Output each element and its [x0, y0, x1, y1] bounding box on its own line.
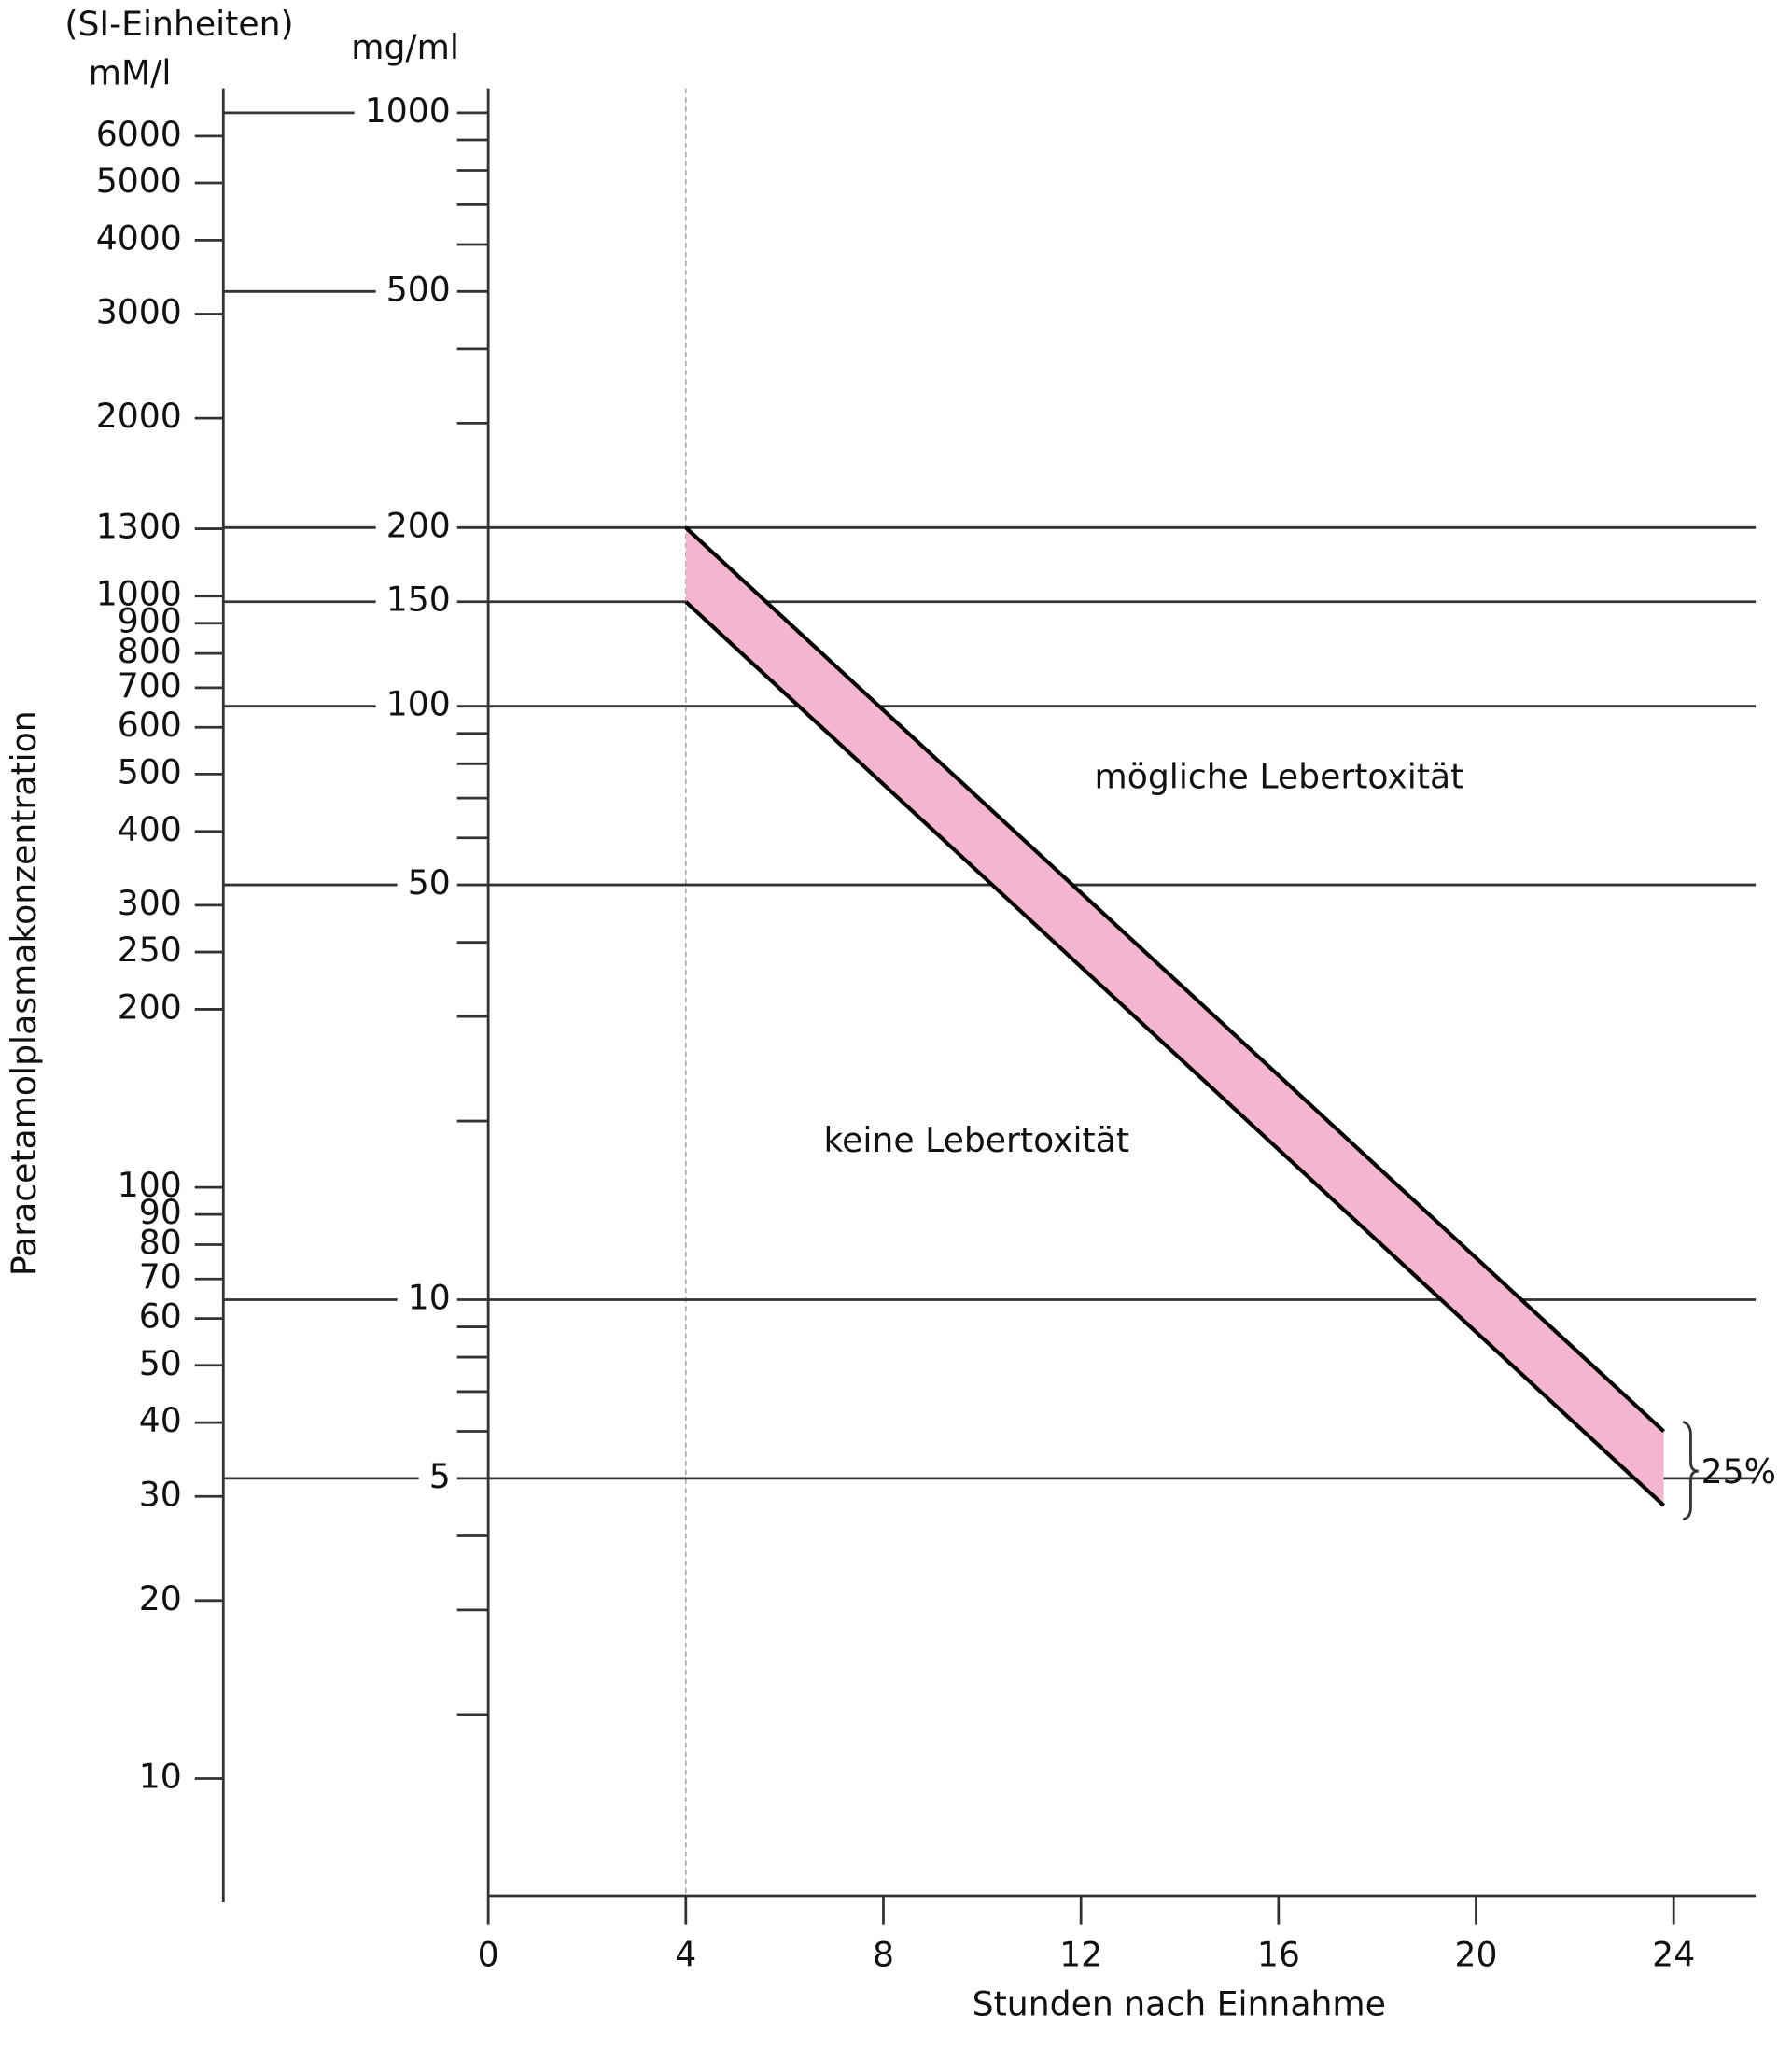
y2-tick-label: 1000 [96, 574, 182, 614]
y2-tick-label: 900 [118, 601, 182, 641]
band [685, 527, 1664, 1506]
threshold-line [684, 600, 1666, 1507]
y2-tick-label: 200 [118, 987, 182, 1027]
y-tick-label: 200 [386, 505, 451, 545]
y2-tick-label: 4000 [96, 217, 182, 258]
y-tick-label: 1000 [365, 91, 451, 131]
y2-tick-label: 600 [118, 705, 182, 745]
y2-tick-label: 1300 [96, 507, 182, 547]
y2-tick-label: 70 [139, 1256, 182, 1296]
y-unit: mg/ml [351, 27, 459, 67]
x-tick-label: 20 [1455, 1934, 1498, 1974]
annotation: mögliche Lebertoxität [1094, 757, 1463, 797]
x-axis-label: Stunden nach Einnahme [973, 1983, 1386, 2024]
y2-tick-label: 3000 [96, 292, 182, 332]
y2-tick-label: 700 [118, 665, 182, 706]
y2-tick-label: 10 [139, 1756, 182, 1796]
y2-tick-label: 40 [139, 1400, 182, 1440]
y2-tick-label: 6000 [96, 114, 182, 154]
y2-tick-label: 100 [118, 1165, 182, 1205]
y-tick-label: 5 [429, 1456, 451, 1496]
y-tick-label: 100 [386, 684, 451, 724]
y2-tick-label: 800 [118, 631, 182, 671]
threshold-line [684, 525, 1666, 1434]
x-tick-label: 12 [1059, 1934, 1102, 1974]
x-tick-label: 24 [1652, 1934, 1695, 1974]
y2-tick-label: 5000 [96, 161, 182, 201]
y2-tick-label: 500 [118, 751, 182, 791]
y2-tick-label: 20 [139, 1578, 182, 1618]
y2-tick-label: 80 [139, 1222, 182, 1262]
y2-unit: mM/l [89, 53, 172, 93]
brace [1682, 1420, 1699, 1520]
y2-tick-label: 250 [118, 930, 182, 970]
x-tick-label: 16 [1257, 1934, 1300, 1974]
y2-caption: (SI-Einheiten) [64, 4, 293, 44]
y-tick-label: 10 [408, 1277, 451, 1317]
annotation: 25% [1701, 1451, 1776, 1492]
x-tick-label: 4 [675, 1934, 696, 1974]
y2-tick-label: 300 [118, 883, 182, 923]
x-tick-label: 0 [478, 1934, 499, 1974]
y2-tick-label: 60 [139, 1296, 182, 1337]
y2-tick-label: 90 [139, 1192, 182, 1232]
y-axis-label: Paracetamolplasmakonzentration [4, 710, 44, 1276]
annotation: keine Lebertoxität [823, 1120, 1129, 1160]
y2-tick-label: 30 [139, 1474, 182, 1514]
y-tick-label: 50 [408, 862, 451, 903]
y-tick-label: 500 [386, 269, 451, 309]
y2-tick-label: 50 [139, 1343, 182, 1383]
y-tick-label: 150 [386, 580, 451, 620]
y2-tick-label: 400 [118, 809, 182, 849]
x-tick-label: 8 [873, 1934, 894, 1974]
y2-tick-label: 2000 [96, 396, 182, 436]
